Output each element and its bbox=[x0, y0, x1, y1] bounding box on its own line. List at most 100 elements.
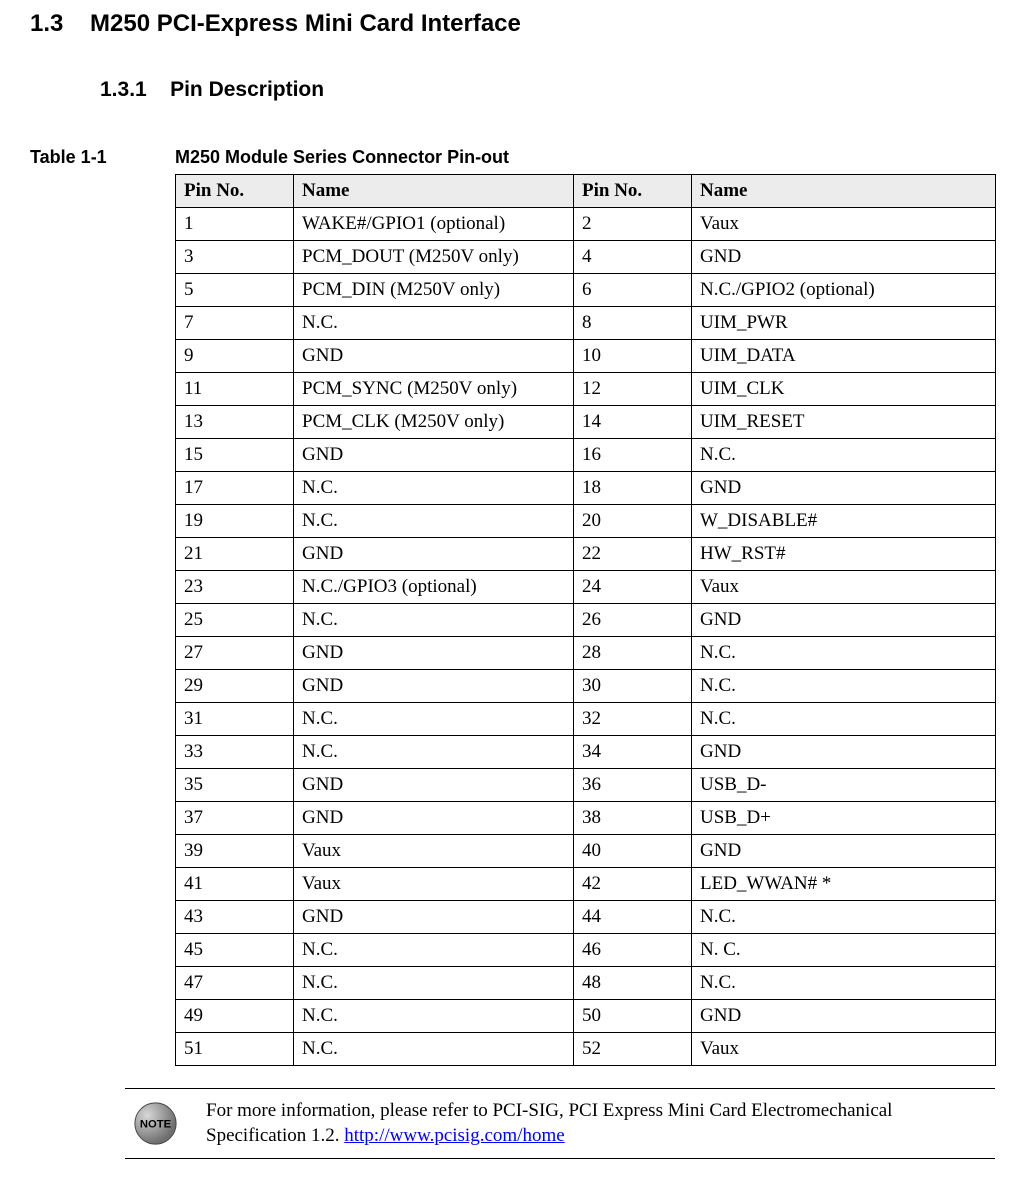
table-cell: PCM_DIN (M250V only) bbox=[294, 274, 574, 307]
table-cell: GND bbox=[294, 439, 574, 472]
table-row: 51N.C.52Vaux bbox=[176, 1033, 996, 1066]
table-cell: UIM_DATA bbox=[692, 340, 996, 373]
table-cell: Vaux bbox=[692, 208, 996, 241]
table-cell: N.C. bbox=[294, 967, 574, 1000]
table-cell: 40 bbox=[574, 835, 692, 868]
note-link[interactable]: http://www.pcisig.com/home bbox=[344, 1125, 564, 1146]
table-cell: 41 bbox=[176, 868, 294, 901]
table-cell: 18 bbox=[574, 472, 692, 505]
table-label: Table 1-1 bbox=[30, 147, 175, 168]
table-cell: LED_WWAN# * bbox=[692, 868, 996, 901]
table-cell: 1 bbox=[176, 208, 294, 241]
table-row: 35GND36USB_D- bbox=[176, 769, 996, 802]
table-cell: 33 bbox=[176, 736, 294, 769]
table-cell: 9 bbox=[176, 340, 294, 373]
table-cell: GND bbox=[692, 835, 996, 868]
table-row: 39Vaux40GND bbox=[176, 835, 996, 868]
table-row: 45N.C.46N. C. bbox=[176, 934, 996, 967]
subsection-title: Pin Description bbox=[170, 78, 324, 101]
table-row: 41Vaux42LED_WWAN# * bbox=[176, 868, 996, 901]
table-cell: Vaux bbox=[692, 1033, 996, 1066]
table-cell: USB_D+ bbox=[692, 802, 996, 835]
table-cell: 17 bbox=[176, 472, 294, 505]
table-cell: 44 bbox=[574, 901, 692, 934]
table-cell: 49 bbox=[176, 1000, 294, 1033]
section-number: 1.3 bbox=[30, 10, 63, 37]
table-cell: 28 bbox=[574, 637, 692, 670]
table-row: 27GND28N.C. bbox=[176, 637, 996, 670]
table-cell: GND bbox=[294, 340, 574, 373]
table-cell: 48 bbox=[574, 967, 692, 1000]
table-header-cell: Name bbox=[692, 175, 996, 208]
table-row: 9GND10UIM_DATA bbox=[176, 340, 996, 373]
table-cell: USB_D- bbox=[692, 769, 996, 802]
table-cell: 52 bbox=[574, 1033, 692, 1066]
table-cell: Vaux bbox=[294, 835, 574, 868]
table-title-row: Table 1-1 M250 Module Series Connector P… bbox=[30, 147, 977, 168]
table-cell: 23 bbox=[176, 571, 294, 604]
table-cell: Vaux bbox=[294, 868, 574, 901]
table-cell: N. C. bbox=[692, 934, 996, 967]
table-cell: 16 bbox=[574, 439, 692, 472]
table-cell: GND bbox=[692, 736, 996, 769]
table-cell: 2 bbox=[574, 208, 692, 241]
table-cell: N.C./GPIO3 (optional) bbox=[294, 571, 574, 604]
table-cell: 5 bbox=[176, 274, 294, 307]
table-row: 43GND44N.C. bbox=[176, 901, 996, 934]
svg-text:NOTE: NOTE bbox=[140, 1118, 172, 1130]
table-cell: 3 bbox=[176, 241, 294, 274]
section-title: M250 PCI-Express Mini Card Interface bbox=[90, 10, 521, 37]
table-cell: 38 bbox=[574, 802, 692, 835]
table-cell: WAKE#/GPIO1 (optional) bbox=[294, 208, 574, 241]
section-heading: 1.3 M250 PCI-Express Mini Card Interface bbox=[30, 10, 977, 38]
note-block: NOTE For more information, please refer … bbox=[125, 1088, 995, 1159]
table-row: 37GND38USB_D+ bbox=[176, 802, 996, 835]
table-cell: GND bbox=[294, 769, 574, 802]
table-cell: N.C./GPIO2 (optional) bbox=[692, 274, 996, 307]
table-cell: 24 bbox=[574, 571, 692, 604]
table-cell: 31 bbox=[176, 703, 294, 736]
table-header-cell: Name bbox=[294, 175, 574, 208]
table-row: 25N.C.26GND bbox=[176, 604, 996, 637]
table-cell: N.C. bbox=[294, 1000, 574, 1033]
table-cell: 27 bbox=[176, 637, 294, 670]
table-cell: 39 bbox=[176, 835, 294, 868]
table-cell: 51 bbox=[176, 1033, 294, 1066]
table-cell: 4 bbox=[574, 241, 692, 274]
table-row: 7N.C.8UIM_PWR bbox=[176, 307, 996, 340]
table-cell: N.C. bbox=[692, 670, 996, 703]
table-cell: 10 bbox=[574, 340, 692, 373]
table-row: 3PCM_DOUT (M250V only)4GND bbox=[176, 241, 996, 274]
table-cell: N.C. bbox=[294, 472, 574, 505]
table-cell: GND bbox=[692, 1000, 996, 1033]
table-cell: 43 bbox=[176, 901, 294, 934]
table-row: 11PCM_SYNC (M250V only)12UIM_CLK bbox=[176, 373, 996, 406]
table-cell: 47 bbox=[176, 967, 294, 1000]
table-row: 23N.C./GPIO3 (optional)24Vaux bbox=[176, 571, 996, 604]
table-cell: N.C. bbox=[294, 505, 574, 538]
table-cell: 14 bbox=[574, 406, 692, 439]
table-cell: N.C. bbox=[294, 736, 574, 769]
table-cell: 12 bbox=[574, 373, 692, 406]
table-row: 31N.C.32N.C. bbox=[176, 703, 996, 736]
table-cell: 36 bbox=[574, 769, 692, 802]
table-cell: GND bbox=[294, 538, 574, 571]
table-cell: 26 bbox=[574, 604, 692, 637]
table-cell: N.C. bbox=[294, 934, 574, 967]
subsection-heading: 1.3.1 Pin Description bbox=[100, 78, 977, 102]
table-caption: M250 Module Series Connector Pin-out bbox=[175, 147, 509, 168]
table-row: 1WAKE#/GPIO1 (optional)2Vaux bbox=[176, 208, 996, 241]
table-row: 21GND22HW_RST# bbox=[176, 538, 996, 571]
table-cell: 35 bbox=[176, 769, 294, 802]
table-cell: 22 bbox=[574, 538, 692, 571]
table-cell: 50 bbox=[574, 1000, 692, 1033]
table-row: 47N.C.48N.C. bbox=[176, 967, 996, 1000]
table-header-row: Pin No. Name Pin No. Name bbox=[176, 175, 996, 208]
table-cell: PCM_SYNC (M250V only) bbox=[294, 373, 574, 406]
table-cell: N.C. bbox=[294, 703, 574, 736]
table-row: 49N.C.50GND bbox=[176, 1000, 996, 1033]
table-row: 17N.C.18GND bbox=[176, 472, 996, 505]
table-cell: GND bbox=[294, 637, 574, 670]
subsection-number: 1.3.1 bbox=[100, 78, 147, 101]
table-cell: 11 bbox=[176, 373, 294, 406]
